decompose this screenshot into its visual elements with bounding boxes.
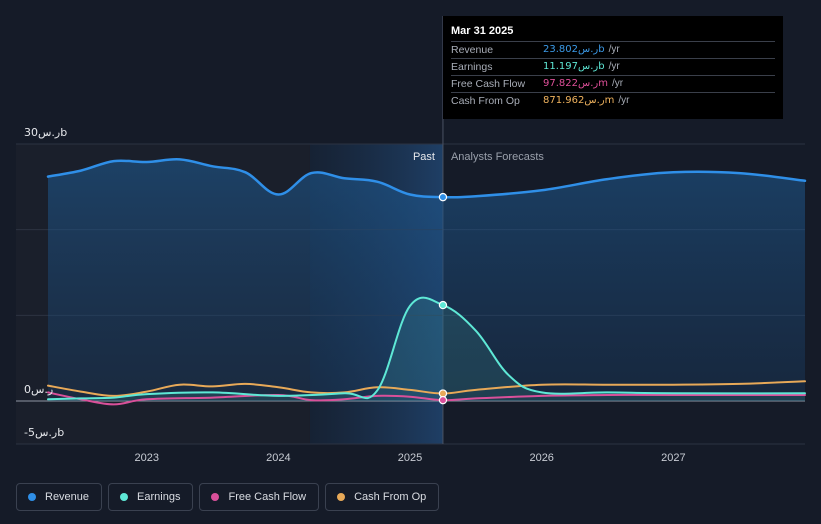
tooltip-row-unit: /yr (618, 95, 630, 106)
forecast-label: Analysts Forecasts (451, 151, 544, 163)
revenue-area (48, 159, 805, 401)
earnings-area (48, 297, 805, 401)
x-axis-tick-label: 2024 (266, 452, 290, 464)
highlight-point-earnings (438, 300, 448, 310)
legend-label: Earnings (137, 491, 181, 503)
tooltip-row-value: 97.822ر.سm (543, 78, 608, 89)
legend-item-earnings[interactable]: Earnings (108, 483, 194, 511)
x-axis-tick-label: 2027 (661, 452, 685, 464)
legend-label: Cash From Op (354, 491, 427, 503)
legend-item-revenue[interactable]: Revenue (16, 483, 103, 511)
tooltip-row-unit: /yr (608, 44, 620, 55)
tooltip-date: Mar 31 2025 (451, 25, 514, 37)
tooltip-row-label: Revenue (451, 44, 494, 56)
tooltip-row-free-cash-flow: Free Cash Flow 97.822ر.سm/yr (451, 75, 775, 92)
y-axis-label: 0ر.س (24, 383, 53, 396)
tooltip: Mar 31 2025 Revenue 23.802ر.سb/yr Earnings… (443, 16, 783, 119)
legend-dot-icon (28, 493, 36, 501)
x-axis-tick-label: 2023 (134, 452, 158, 464)
tooltip-row-label: Cash From Op (451, 95, 520, 107)
legend-dot-icon (211, 493, 220, 501)
tooltip-row-value: 871.962ر.سm (543, 95, 615, 106)
y-axis-label: -5ر.سb (24, 426, 64, 439)
legend-dot-icon (337, 493, 346, 501)
tooltip-row-label: Free Cash Flow (451, 78, 526, 90)
x-axis-tick-label: 2025 (398, 452, 422, 464)
tooltip-row-value: 11.197ر.سb (543, 61, 605, 72)
highlight-point-revenue (438, 192, 448, 202)
tooltip-row-unit: /yr (611, 78, 624, 89)
series-line-cash-from-op (47, 380, 806, 397)
legend: Revenue Earnings Free Cash Flow Cash From O… (16, 483, 440, 511)
x-axis-tick-label: 2026 (529, 452, 553, 464)
tooltip-row-value: 23.802ر.سb (543, 44, 605, 55)
legend-dot-icon (120, 493, 129, 501)
past-label: Past (413, 151, 435, 163)
highlight-point-free-cash-flow (438, 395, 448, 405)
legend-item-cash-from-op[interactable]: Cash From Op (325, 483, 440, 511)
tooltip-row-label: Earnings (451, 61, 493, 73)
tooltip-row-revenue: Revenue 23.802ر.سb/yr (451, 41, 775, 58)
legend-label: Free Cash Flow (228, 491, 307, 503)
tooltip-row-earnings: Earnings 11.197ر.سb/yr (451, 58, 775, 75)
tooltip-row-unit: /yr (608, 61, 620, 72)
y-axis-label: 30ر.سb (24, 126, 67, 139)
legend-item-free-cash-flow[interactable]: Free Cash Flow (199, 483, 320, 511)
legend-label: Revenue (45, 491, 90, 503)
series-line-earnings (47, 296, 806, 401)
tooltip-row-cash-from-op: Cash From Op 871.962ر.سm/yr (451, 92, 775, 109)
series-line-revenue (46, 158, 807, 199)
